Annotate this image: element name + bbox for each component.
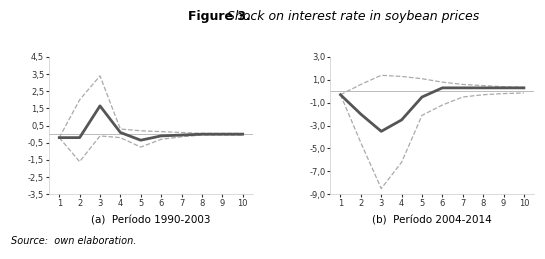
Text: Source:  own elaboration.: Source: own elaboration.: [11, 236, 136, 246]
Text: Shock on interest rate in soybean prices: Shock on interest rate in soybean prices: [223, 10, 480, 23]
X-axis label: (a)  Período 1990-2003: (a) Período 1990-2003: [91, 215, 211, 225]
Text: Figure 3.: Figure 3.: [188, 10, 251, 23]
X-axis label: (b)  Período 2004-2014: (b) Período 2004-2014: [372, 215, 492, 225]
